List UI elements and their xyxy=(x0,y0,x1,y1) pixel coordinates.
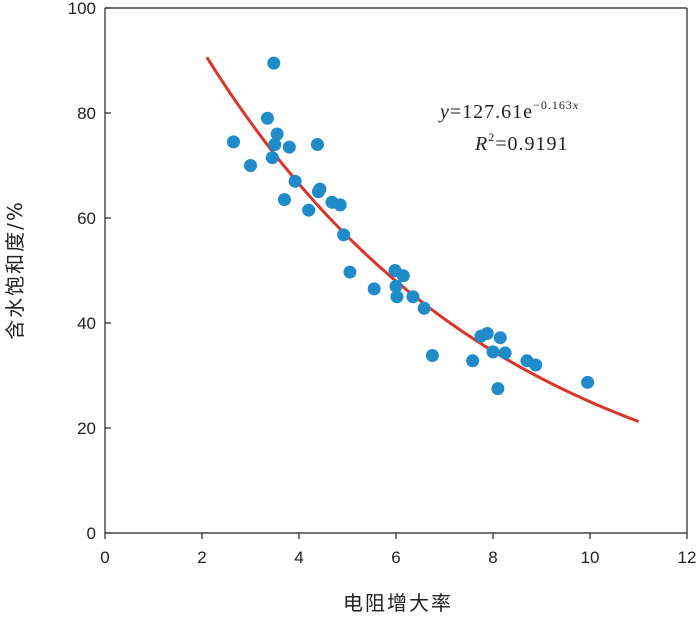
y-tick-label: 20 xyxy=(77,419,96,438)
x-tick-label: 2 xyxy=(197,548,206,567)
data-point xyxy=(480,327,494,340)
x-tick-label: 0 xyxy=(100,548,109,567)
data-point xyxy=(277,193,291,207)
r-squared-text: R2=0.9191 xyxy=(474,130,569,155)
y-tick-label: 100 xyxy=(68,0,96,18)
data-point xyxy=(390,290,404,304)
data-point xyxy=(288,174,302,188)
data-point xyxy=(313,182,327,196)
y-axis-title: 含水饱和度/% xyxy=(3,200,27,340)
data-point xyxy=(529,358,543,372)
data-point xyxy=(581,375,595,389)
x-axis-ticks: 0 2 4 6 8 10 12 xyxy=(100,533,696,567)
data-point xyxy=(267,56,281,70)
y-tick-label: 40 xyxy=(77,314,96,333)
data-point xyxy=(260,111,274,125)
fit-equation: y=127.61e−0.163x R2=0.9191 xyxy=(438,98,579,155)
data-point xyxy=(406,290,420,304)
data-point xyxy=(310,138,324,151)
y-axis-ticks: 0 20 40 60 80 100 xyxy=(68,0,111,543)
data-point xyxy=(425,349,439,363)
data-point xyxy=(493,331,507,345)
y-tick-label: 80 xyxy=(77,104,96,123)
data-points xyxy=(227,56,595,396)
data-point xyxy=(265,151,279,165)
data-point xyxy=(244,159,257,172)
data-point xyxy=(466,354,480,368)
data-point xyxy=(337,228,351,242)
x-tick-label: 6 xyxy=(391,548,400,567)
x-axis-title: 电阻增大率 xyxy=(343,591,453,615)
data-point xyxy=(396,269,410,283)
data-point xyxy=(333,198,347,212)
x-tick-label: 4 xyxy=(294,548,303,567)
data-point xyxy=(343,265,357,279)
data-point xyxy=(498,346,512,360)
data-point xyxy=(227,135,241,149)
data-point xyxy=(417,301,431,315)
data-point xyxy=(486,345,500,359)
data-point xyxy=(302,203,316,217)
equation-text: y=127.61e−0.163x xyxy=(438,98,579,123)
data-point xyxy=(270,127,284,141)
data-point xyxy=(491,382,505,396)
y-tick-label: 0 xyxy=(87,524,96,543)
data-point xyxy=(367,282,381,296)
data-point xyxy=(268,138,282,151)
data-point xyxy=(389,279,403,293)
data-point xyxy=(282,140,296,154)
x-tick-label: 8 xyxy=(488,548,497,567)
x-tick-label: 12 xyxy=(678,548,697,567)
y-tick-label: 60 xyxy=(77,209,96,228)
x-tick-label: 10 xyxy=(581,548,600,567)
